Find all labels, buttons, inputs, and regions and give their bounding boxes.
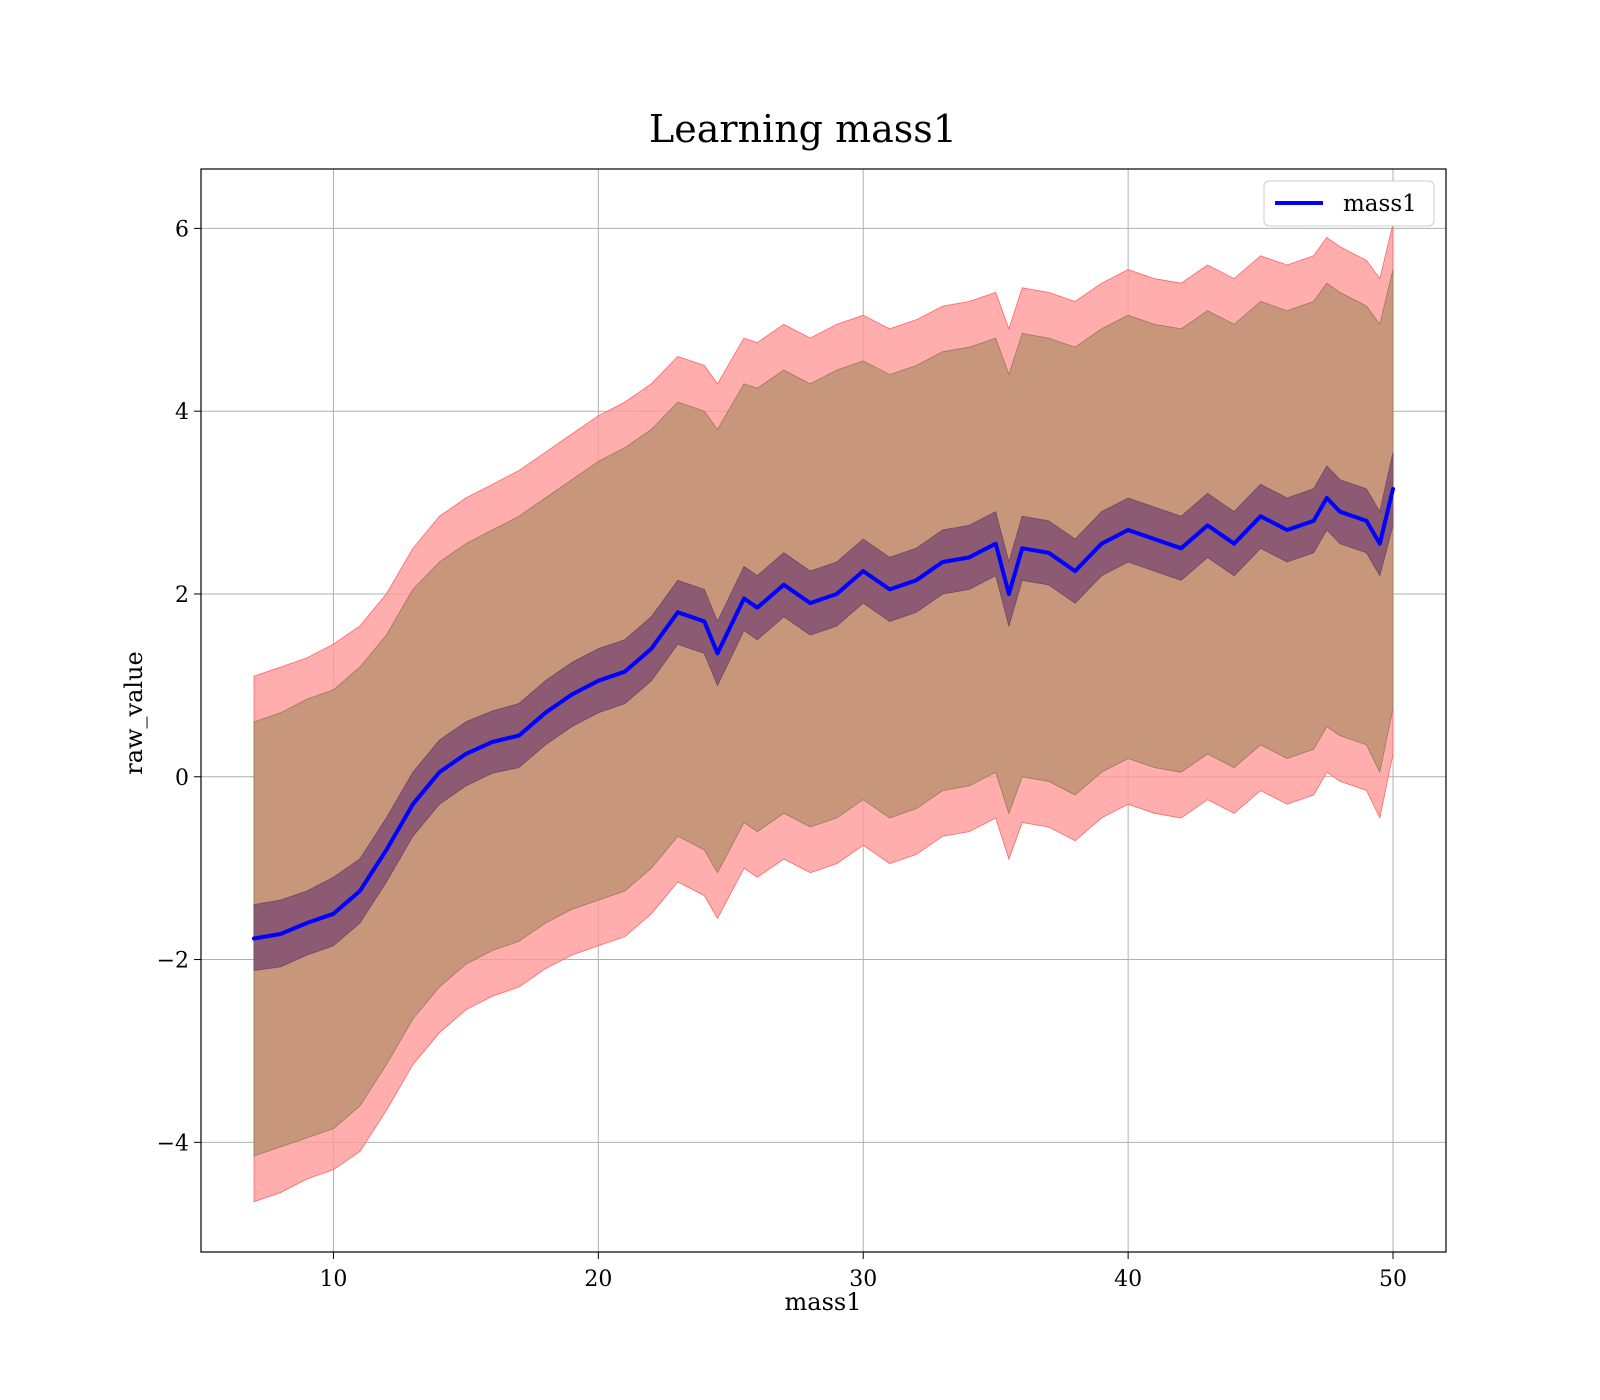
series-line-mass1 bbox=[252, 486, 1395, 941]
y-axis-label: raw_value bbox=[120, 651, 148, 775]
legend-box bbox=[1263, 180, 1435, 227]
y-tick-label: 6 bbox=[175, 217, 189, 242]
chart-title: Learning mass1 bbox=[649, 107, 957, 151]
x-tick-label: 30 bbox=[849, 1267, 877, 1292]
y-tick-label: 4 bbox=[175, 400, 189, 425]
x-tick-label: 20 bbox=[584, 1267, 612, 1292]
y-tick-label: 0 bbox=[175, 766, 189, 791]
y-tick-label: 2 bbox=[175, 583, 189, 608]
x-tick-label: 40 bbox=[1114, 1267, 1142, 1292]
confidence-bands bbox=[253, 223, 1394, 1203]
band-middle bbox=[253, 269, 1394, 1157]
x-axis-label: mass1 bbox=[785, 1288, 862, 1316]
legend: mass1 bbox=[1263, 180, 1435, 227]
x-tick-label: 50 bbox=[1379, 1267, 1407, 1292]
legend-entry-mass1: mass1 bbox=[1343, 191, 1417, 217]
series-lines bbox=[252, 486, 1395, 941]
axis-ticks: 10 20 30 40 50 −4 −2 0 2 4 6 bbox=[157, 217, 1407, 1292]
plot-frame bbox=[200, 168, 1447, 1253]
band-inner bbox=[253, 452, 1394, 971]
y-tick-label: −4 bbox=[157, 1131, 189, 1156]
y-tick-label: −2 bbox=[157, 949, 189, 974]
x-tick-label: 10 bbox=[319, 1267, 347, 1292]
